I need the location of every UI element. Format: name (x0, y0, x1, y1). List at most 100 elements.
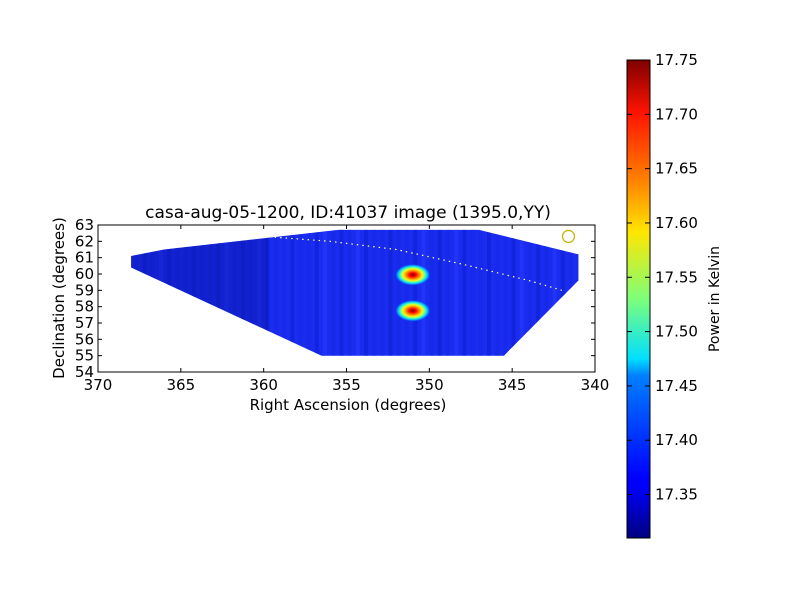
heatmap-stripe (159, 229, 163, 356)
colorbar-tick-label: 17.70 (655, 105, 698, 123)
heatmap-stripe (446, 229, 450, 356)
heatmap-stripe (216, 229, 221, 356)
colorbar-tick-label: 17.45 (655, 377, 698, 395)
heatmap-stripe (552, 229, 557, 356)
x-tick-label: 370 (84, 376, 113, 394)
heatmap-stripe (528, 229, 532, 356)
source-blob (394, 299, 431, 322)
heatmap-stripe (519, 229, 524, 356)
heatmap-stripe (470, 229, 475, 356)
colorbar-tick-label: 17.60 (655, 214, 698, 232)
heatmap-stripe (413, 229, 418, 356)
y-tick-label: 58 (75, 298, 94, 316)
heatmap-coverage (131, 229, 579, 356)
colorbar-tick-label: 17.65 (655, 160, 698, 178)
y-tick-label: 59 (75, 281, 94, 299)
x-tick-label: 345 (498, 376, 527, 394)
heatmap-stripe (405, 229, 409, 356)
x-axis-ticks: 370 365 360 355 350 345 340 (84, 225, 610, 394)
heatmap-stripe (495, 229, 500, 356)
heatmap-stripe (232, 229, 237, 356)
heatmap-stripe (388, 229, 393, 356)
heatmap-stripe (602, 225, 606, 372)
x-tick-label: 350 (415, 376, 444, 394)
x-tick-label: 340 (581, 376, 610, 394)
chart-title: casa-aug-05-1200, ID:41037 image (1395.0… (145, 203, 551, 223)
heatmap-stripe (585, 225, 589, 372)
heatmap-shade (131, 229, 268, 356)
heatmap-stripe (126, 225, 130, 372)
heatmap-sources (394, 263, 431, 322)
heatmap-stripe (396, 229, 401, 356)
y-tick-label: 63 (75, 216, 94, 234)
heatmap-stripe (437, 229, 442, 356)
heatmap-stripe (265, 229, 270, 356)
heatmap-stripe (331, 229, 336, 356)
plot-area (97, 224, 606, 373)
heatmap-stripe (241, 229, 245, 356)
colorbar-ticks: 17.35 17.40 17.45 17.50 17.55 17.60 17.65 17.70… (627, 51, 698, 504)
heatmap-stripe (339, 229, 344, 356)
colorbar-frame (626, 59, 651, 539)
heatmap-stripe (257, 229, 262, 356)
colorbar-tick-label: 17.35 (655, 486, 698, 504)
heatmap-stripe (429, 229, 434, 356)
y-axis-label: Declination (degrees) (50, 217, 68, 379)
heatmap-stripe (118, 225, 122, 372)
heatmap-stripe (134, 229, 139, 356)
heatmap-stripe (544, 229, 549, 356)
dotted-track (263, 235, 563, 291)
heatmap-stripe (594, 225, 598, 372)
heatmap-stripe (167, 229, 172, 356)
heatmap-stripe (306, 229, 311, 356)
heatmap-stripe (323, 229, 327, 356)
y-tick-label: 57 (75, 314, 94, 332)
y-tick-label: 60 (75, 265, 94, 283)
heatmap-stripe (191, 229, 196, 356)
track-line (263, 235, 563, 291)
y-tick-label: 56 (75, 330, 94, 348)
heatmap-stripe (298, 229, 303, 356)
x-tick-label: 355 (332, 376, 361, 394)
heatmap-stripe (347, 229, 352, 356)
heatmap-stripe (200, 229, 204, 356)
heatmap-stripe (380, 229, 385, 356)
source-blob (394, 263, 431, 286)
circle-marker (561, 229, 576, 244)
heatmap-stripe (282, 229, 286, 356)
colorbar: 17.35 17.40 17.45 17.50 17.55 17.60 17.65 17.70… (626, 51, 698, 539)
y-tick-label: 62 (75, 232, 94, 250)
colorbar-tick-label: 17.40 (655, 431, 698, 449)
heatmap-stripe (150, 229, 155, 356)
heatmap-stripe (454, 229, 459, 356)
heatmap-stripe (372, 229, 377, 356)
heatmap-stripe (462, 229, 467, 356)
heatmap-stripe (355, 229, 360, 356)
heatmap-stripe (290, 229, 295, 356)
y-tick-label: 61 (75, 249, 94, 267)
heatmap-stripe (569, 229, 573, 356)
heatmap-stripe (364, 229, 368, 356)
heatmap-stripe (208, 229, 213, 356)
heatmap-stripe (478, 229, 483, 356)
heatmap-stripe (577, 229, 579, 356)
x-axis-label: Right Ascension (degrees) (250, 396, 447, 414)
colorbar-tick-label: 17.75 (655, 51, 698, 69)
y-tick-label: 55 (75, 347, 94, 365)
x-tick-label: 360 (249, 376, 278, 394)
heatmap-stripe (503, 229, 508, 356)
heatmap-stripe (511, 229, 516, 356)
colorbar-tick-label: 17.50 (655, 323, 698, 341)
heatmap-stripe (560, 229, 565, 356)
heatmap-stripe (224, 229, 229, 356)
colorbar-label: Power in Kelvin (707, 246, 723, 352)
y-tick-label: 54 (75, 363, 94, 381)
heatmap-stripe (314, 229, 319, 356)
heatmap-stripe (249, 229, 254, 356)
colorbar-tick-label: 17.55 (655, 268, 698, 286)
heatmap-stripe (487, 229, 491, 356)
heatmap-stripe (273, 229, 278, 356)
x-tick-label: 365 (167, 376, 196, 394)
